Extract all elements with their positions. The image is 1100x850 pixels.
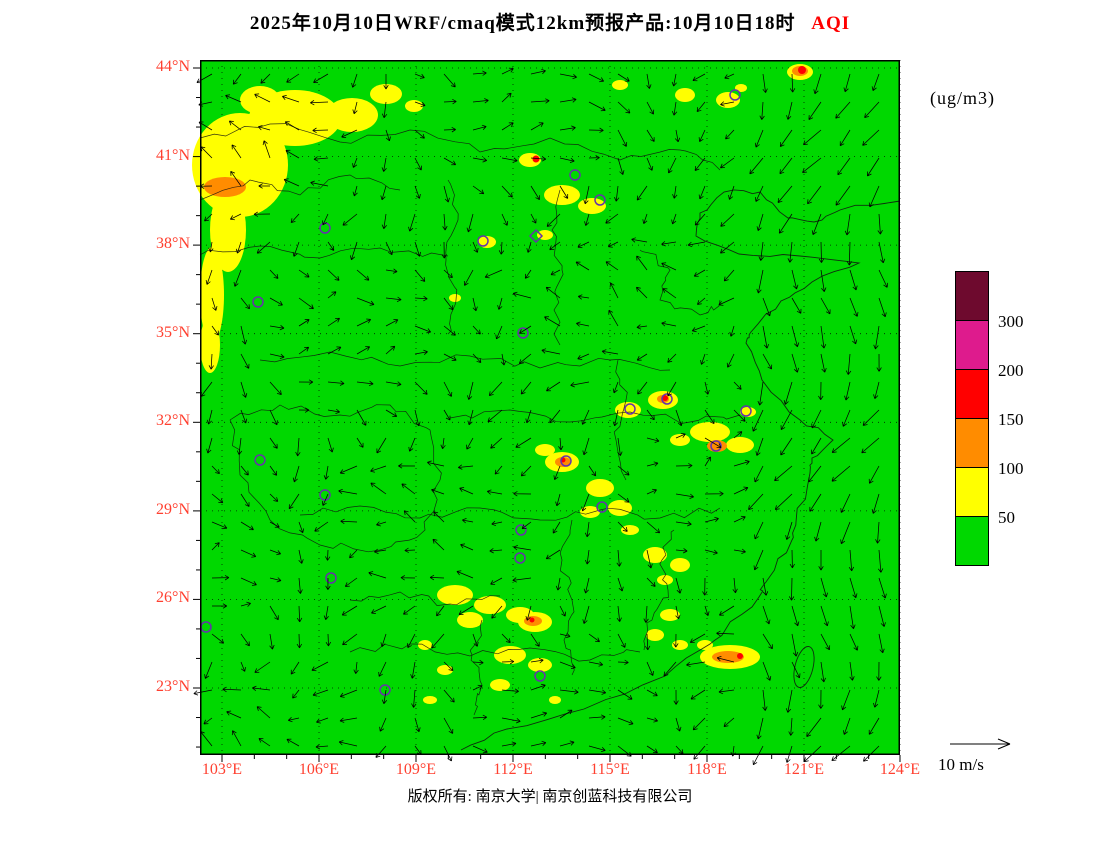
- wind-reference-label: 10 m/s: [938, 755, 984, 774]
- station-marker: [534, 670, 546, 682]
- colorbar-tick-label: 100: [998, 459, 1024, 478]
- lon-tick-label: 109°E: [395, 761, 437, 778]
- station-marker: [319, 222, 331, 234]
- wind-reference-arrow-icon: [950, 738, 1011, 750]
- station-marker: [569, 169, 581, 181]
- colorbar-tick-label: 150: [998, 410, 1024, 429]
- lon-tick-label: 124°E: [879, 761, 921, 778]
- lon-tick-label: 112°E: [493, 761, 533, 778]
- station-marker: [560, 455, 572, 467]
- lon-tick-label: 121°E: [783, 761, 825, 778]
- station-marker: [729, 89, 741, 101]
- lon-tick-label: 103°E: [201, 761, 243, 778]
- station-marker: [514, 552, 526, 564]
- figure-title: 2025年10月10日WRF/cmaq模式12km预报产品:10月10日18时 …: [0, 8, 1100, 35]
- station-marker: [710, 440, 722, 452]
- station-marker: [528, 228, 544, 244]
- lat-tick-label: 44°N: [156, 58, 190, 75]
- units-label: (ug/m3): [930, 88, 995, 108]
- colorbar-tick-label: 50: [998, 508, 1015, 527]
- station-marker: [325, 572, 337, 584]
- station-marker: [661, 393, 673, 405]
- lat-tick-label: 26°N: [156, 589, 190, 607]
- colorbar-segment: [955, 467, 989, 517]
- station-marker: [740, 405, 752, 417]
- station-marker: [596, 501, 608, 513]
- lat-tick-label: 32°N: [156, 412, 190, 430]
- station-marker: [517, 327, 529, 339]
- lon-tick-label: 118°E: [687, 761, 727, 778]
- colorbar-segment: [955, 418, 989, 468]
- copyright-text: 版权所有: 南京大学| 南京创蓝科技有限公司: [407, 789, 693, 805]
- lat-tick-label: 35°N: [156, 323, 190, 341]
- colorbar-segment: [955, 516, 989, 566]
- station-marker: [252, 296, 264, 308]
- colorbar-segment: [955, 369, 989, 419]
- colorbar-tick-label: 300: [998, 312, 1024, 331]
- lat-tick-label: 38°N: [156, 235, 190, 253]
- lat-tick-label: 29°N: [156, 500, 190, 518]
- colorbar-segment: [955, 271, 989, 321]
- lat-tick-label: 23°N: [156, 678, 190, 695]
- lon-tick-label: 115°E: [590, 761, 630, 778]
- station-marker: [477, 235, 489, 247]
- lat-tick-label: 41°N: [156, 146, 190, 164]
- title-variable: AQI: [811, 13, 851, 34]
- station-marker: [624, 403, 636, 415]
- colorbar-segment: [955, 320, 989, 370]
- station-marker: [254, 454, 266, 466]
- colorbar-tick-label: 200: [998, 361, 1024, 380]
- station-marker: [594, 194, 606, 206]
- lon-tick-label: 106°E: [298, 761, 340, 778]
- title-text: 2025年10月10日WRF/cmaq模式12km预报产品:10月10日18时: [249, 13, 796, 34]
- forecast-map: [192, 60, 901, 766]
- colorbar: [955, 271, 989, 566]
- station-marker: [515, 524, 527, 536]
